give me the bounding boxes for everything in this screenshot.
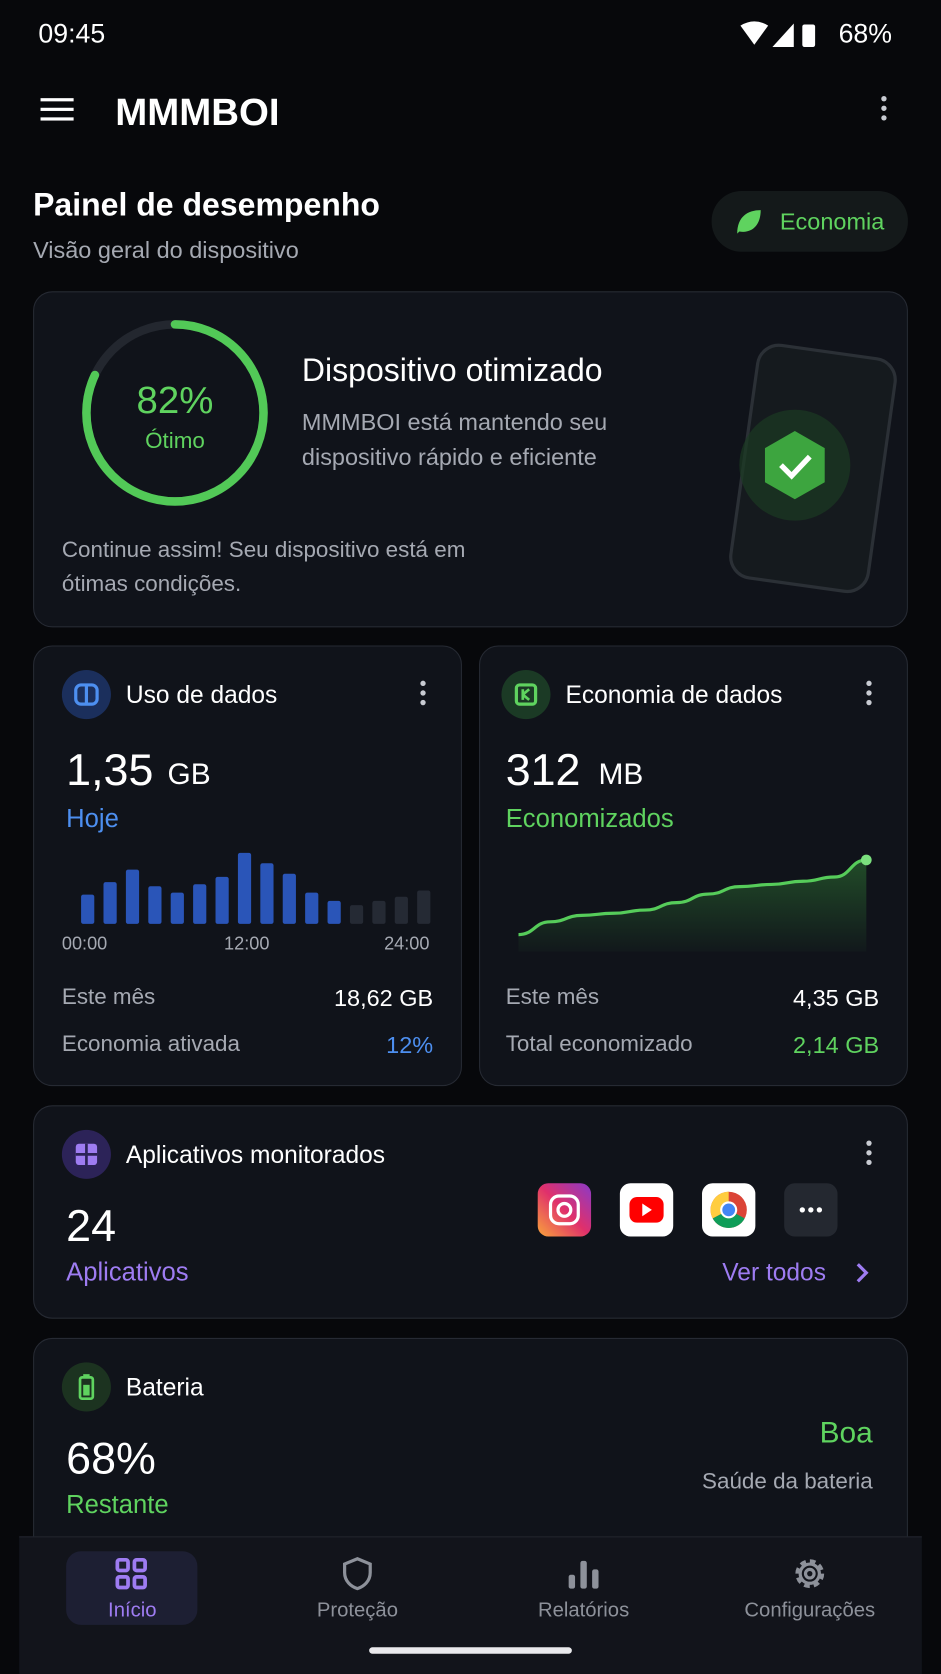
data-saver-icon xyxy=(501,670,551,720)
nav-item[interactable]: Configurações xyxy=(728,1552,892,1625)
usage-bar xyxy=(349,905,364,924)
nav-item[interactable]: Relatórios xyxy=(517,1552,649,1625)
usage-bar xyxy=(148,886,162,924)
saver-area xyxy=(518,859,867,952)
card-menu[interactable] xyxy=(866,680,872,710)
usage-bar xyxy=(394,896,408,924)
row-label: Este mês xyxy=(61,984,156,1010)
saver-period: Economizados xyxy=(505,804,674,834)
data-usage-card: Uso de dados 1,35 GB Hoje 00:00 12:00 24… xyxy=(33,645,462,1087)
axis-label: 00:00 xyxy=(61,933,108,954)
mode-chip[interactable]: Economia xyxy=(711,190,908,252)
usage-value: 1,35 xyxy=(66,744,154,795)
usage-bar xyxy=(125,869,140,924)
section-subtitle: Visão geral do dispositivo xyxy=(33,236,299,264)
row-value: 2,14 GB xyxy=(793,1031,880,1059)
nav-label: Relatórios xyxy=(537,1599,630,1622)
status-card: 82% Ótimo Dispositivo otimizado MMMBOI e… xyxy=(33,291,908,628)
data-saver-card: Economia de dados 312 MB Economizados Es… xyxy=(479,645,908,1087)
usage-period: Hoje xyxy=(66,804,119,834)
home-indicator xyxy=(369,1647,572,1654)
usage-bar xyxy=(81,894,95,924)
row-value: 12% xyxy=(386,1031,434,1059)
status-footer: Continue assim! Seu dispositivo está em … xyxy=(61,537,466,597)
score-label: 82% xyxy=(136,377,214,422)
saver-unit: MB xyxy=(598,757,644,791)
nav-icon xyxy=(115,1557,147,1590)
usage-bar xyxy=(237,852,252,924)
phone-illustration xyxy=(729,343,897,594)
saver-line xyxy=(518,858,867,937)
axis-label: 12:00 xyxy=(224,933,270,954)
apps-label: Aplicativos xyxy=(66,1257,189,1287)
status-description: MMMBOI está mantendo seu dispositivo ráp… xyxy=(301,408,608,471)
card-title: Bateria xyxy=(125,1373,204,1401)
nav-icon xyxy=(343,1557,372,1591)
usage-bar xyxy=(103,882,117,924)
axis-label: 24:00 xyxy=(384,933,430,954)
nav-icon xyxy=(795,1559,825,1589)
section-title: Painel de desempenho xyxy=(33,187,380,223)
overflow-menu[interactable] xyxy=(881,96,887,125)
usage-bar xyxy=(193,884,207,924)
battery-value: 68% xyxy=(66,1432,156,1483)
saver-value: 312 xyxy=(505,744,581,795)
view-all-link[interactable]: Ver todos xyxy=(722,1257,826,1286)
card-title: Uso de dados xyxy=(125,680,278,709)
battery-health: Boa xyxy=(819,1415,873,1449)
nav-item[interactable]: Proteção xyxy=(291,1552,423,1625)
app-icons xyxy=(537,1183,838,1237)
row-value: 18,62 GB xyxy=(333,984,434,1012)
usage-bar xyxy=(215,876,229,924)
battery-icon xyxy=(61,1362,111,1412)
nav-icon xyxy=(568,1560,599,1589)
mode-label: Economia xyxy=(779,208,885,235)
nav-label: Início xyxy=(108,1599,157,1622)
battery-health-label: Saúde da bateria xyxy=(702,1469,873,1494)
score-arc xyxy=(82,320,268,506)
usage-bar xyxy=(417,890,431,924)
usage-bar xyxy=(305,892,319,924)
app-title: MMMBOI xyxy=(115,89,280,134)
menu-button[interactable] xyxy=(40,98,75,124)
saver-chart xyxy=(518,854,872,952)
card-menu[interactable] xyxy=(420,680,426,710)
apps-icon xyxy=(61,1129,111,1179)
card-title: Economia de dados xyxy=(565,680,783,709)
battery-label: Restante xyxy=(66,1490,169,1520)
usage-unit: GB xyxy=(167,757,211,791)
nav-item[interactable]: Início xyxy=(66,1552,198,1625)
data-usage-icon xyxy=(61,670,111,720)
status-title: Dispositivo otimizado xyxy=(301,353,603,389)
usage-chart xyxy=(81,852,431,924)
apps-count: 24 xyxy=(66,1200,116,1251)
score-ring xyxy=(82,320,268,506)
card-menu[interactable] xyxy=(866,1140,872,1170)
signal-icons xyxy=(740,21,816,47)
battery-status: 68% xyxy=(838,19,892,50)
time: 09:45 xyxy=(38,19,106,50)
row-label: Total economizado xyxy=(505,1031,693,1057)
usage-bar xyxy=(260,863,274,924)
usage-bar xyxy=(372,900,386,924)
score-rating: Ótimo xyxy=(145,428,205,454)
row-label: Economia ativada xyxy=(61,1031,240,1057)
nav-label: Proteção xyxy=(316,1599,398,1622)
saver-endpoint xyxy=(860,854,872,866)
chevron xyxy=(856,1263,869,1283)
nav-label: Configurações xyxy=(744,1599,876,1622)
row-value: 4,35 GB xyxy=(793,984,880,1012)
usage-bar xyxy=(170,892,184,924)
card-title: Aplicativos monitorados xyxy=(125,1140,386,1169)
row-label: Este mês xyxy=(505,984,600,1010)
usage-bar xyxy=(327,900,341,924)
apps-card[interactable]: Aplicativos monitorados 24 Aplicativos V… xyxy=(33,1105,908,1319)
usage-bar xyxy=(282,873,296,924)
nav-active-bg xyxy=(66,1551,198,1625)
